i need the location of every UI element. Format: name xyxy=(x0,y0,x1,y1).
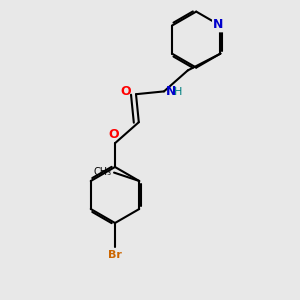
Text: O: O xyxy=(109,128,119,141)
Text: N: N xyxy=(166,85,176,98)
Text: N: N xyxy=(213,18,224,31)
Text: O: O xyxy=(121,85,131,98)
Text: H: H xyxy=(174,87,182,98)
Text: Br: Br xyxy=(108,250,122,260)
Text: CH₃: CH₃ xyxy=(94,167,112,177)
